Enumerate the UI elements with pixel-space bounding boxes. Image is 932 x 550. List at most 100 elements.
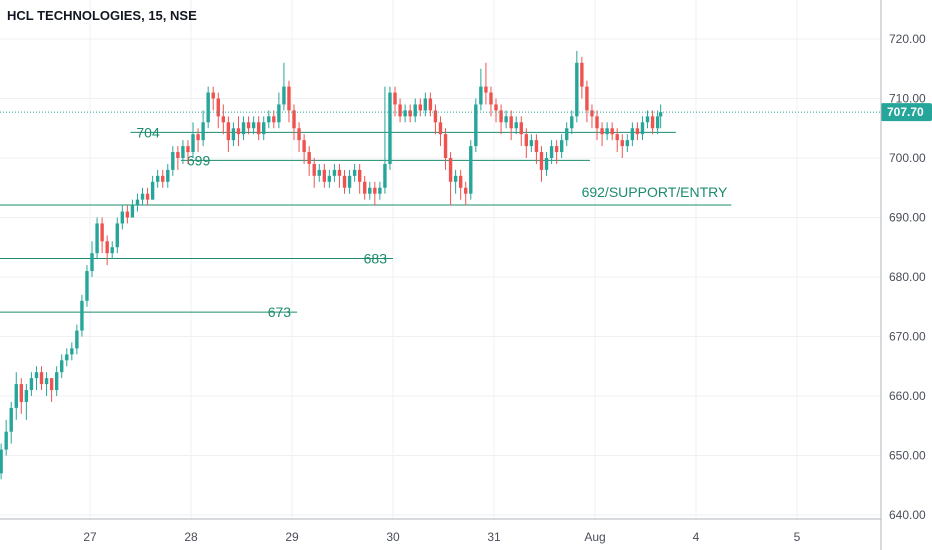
candle [272,110,276,129]
candle-body [256,122,261,135]
candle [554,140,559,164]
candle-body [236,128,241,135]
candle-body [342,175,347,188]
candle [504,110,508,129]
candle-body [529,140,534,147]
candle-body [90,253,94,272]
candle [580,56,584,99]
candle [529,134,534,153]
candle [489,86,493,117]
candle [438,116,443,147]
candle-body [251,122,256,129]
candle-body [176,152,180,158]
candle-body [388,92,392,164]
candle [292,104,296,141]
candle-body [347,175,352,188]
candle-body [150,181,155,200]
candle-body [332,169,337,176]
candle-body [373,187,377,194]
candle [615,128,619,153]
candle [206,86,210,129]
x-tick-label: 5 [794,530,801,544]
candle [287,80,291,123]
candle [635,122,640,141]
candle-body [115,223,119,248]
candle-body [600,128,604,135]
candle-body [211,92,215,99]
candle [524,128,529,158]
candle [65,348,69,367]
candle [383,86,387,194]
candle [155,169,160,188]
candle-body [49,378,54,391]
level-label: 699 [187,152,211,168]
candle [448,152,453,206]
candle-body [357,169,362,182]
candle-body [100,223,104,242]
candle-body [575,62,579,117]
candle [39,366,44,391]
y-tick-label: 710.00 [889,92,926,106]
candle-body [322,169,327,182]
candle-body [191,134,195,153]
candle [479,68,483,111]
candle [474,98,478,153]
candle-body [658,112,663,117]
candle-body [337,169,342,176]
candle-body [398,104,402,117]
level-label: 692/SUPPORT/ENTRY [582,184,728,200]
candle [196,128,200,153]
candle [368,181,372,200]
candle [534,134,539,164]
candle [332,163,337,182]
candle-body [206,92,210,123]
candle [650,110,655,135]
x-tick-label: 30 [386,530,400,544]
candle [559,134,564,158]
candle [0,443,3,480]
candle-body [469,146,473,194]
candle-body [615,134,619,141]
candle [282,62,286,111]
candle [352,163,357,182]
candle [246,116,251,135]
candle-body [80,300,84,331]
candle-body [610,128,614,135]
candle-body [423,98,428,111]
candle-body [570,116,574,129]
candle-body [524,134,529,147]
candle-body [514,122,518,129]
chart-title: HCL TECHNOLOGIES, 15, NSE [7,8,197,23]
candle-body [494,104,498,111]
candle [630,122,635,147]
candle [322,163,327,188]
candle-body [484,86,488,93]
candle [150,175,155,200]
candle-body [327,175,332,182]
candle [140,187,145,206]
last-price-line: 707.70 [0,103,932,122]
candle [49,378,54,402]
candle [85,265,89,307]
candle [373,181,377,206]
candle-body [499,110,503,123]
candle [166,163,170,188]
candle [413,98,417,123]
y-tick-label: 700.00 [889,151,926,165]
x-tick-label: 28 [184,530,198,544]
candle [24,384,29,420]
candle [494,98,498,123]
candle-body [145,193,150,200]
candle-body [635,128,640,135]
candle [256,116,261,141]
candle [4,419,8,456]
candle [610,122,614,141]
x-tick-label: 29 [285,530,299,544]
candle-body [75,330,79,349]
candle [575,50,579,123]
candle [312,158,316,188]
candle-body [125,211,130,218]
candle [423,92,428,117]
candle-body [605,128,609,135]
